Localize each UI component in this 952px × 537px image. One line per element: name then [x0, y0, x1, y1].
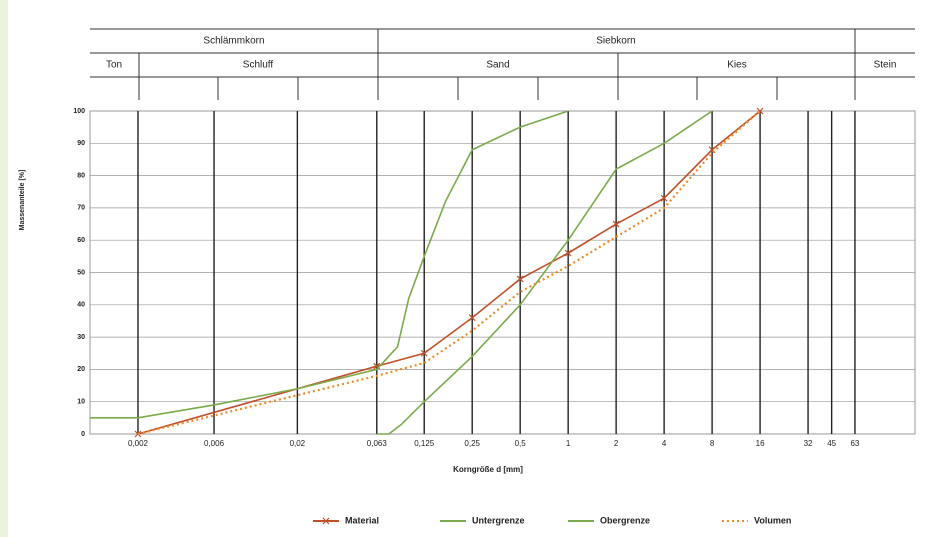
- point-marker: [564, 249, 572, 257]
- point-marker: [660, 194, 668, 202]
- point-marker: [516, 275, 524, 283]
- series-line: [137, 110, 761, 436]
- x-tick-label: 63: [850, 439, 859, 448]
- legend-label: Material: [345, 515, 379, 525]
- y-tick-label: 80: [77, 172, 85, 179]
- fraction-label: Siebkorn: [596, 36, 635, 47]
- x-tick-label: 0,5: [515, 439, 527, 448]
- y-tick-label: 10: [77, 399, 85, 406]
- x-tick-label: 2: [614, 439, 619, 448]
- legend-label: Obergrenze: [600, 515, 650, 525]
- fraction-label: Kies: [727, 60, 746, 71]
- point-marker: [612, 220, 620, 228]
- y-tick-label: 60: [77, 237, 85, 244]
- legend-label: Untergrenze: [472, 515, 525, 525]
- point-marker: [134, 430, 142, 438]
- x-tick-label: 0,25: [464, 439, 480, 448]
- x-tick-label: 0,02: [290, 439, 306, 448]
- x-tick-label: 1: [566, 439, 571, 448]
- y-tick-label: 90: [77, 140, 85, 147]
- series-line: [137, 110, 761, 435]
- x-tick-label: 0,002: [128, 439, 149, 448]
- y-tick-label: 70: [77, 205, 85, 212]
- fraction-header: Schlämmkorn Siebkorn Ton Schluff Sand Ki…: [90, 28, 915, 100]
- y-tick-label: 20: [77, 366, 85, 373]
- y-tick-label: 50: [77, 269, 85, 276]
- x-tick-label: 32: [804, 439, 813, 448]
- fraction-label: Schluff: [243, 60, 274, 71]
- y-tick-label: 30: [77, 334, 85, 341]
- y-tick-label: 40: [77, 302, 85, 309]
- panel: [8, 0, 952, 537]
- series-line: [376, 110, 713, 435]
- series-line: [90, 110, 569, 419]
- x-tick-label: 0,125: [414, 439, 435, 448]
- x-tick-label: 45: [827, 439, 836, 448]
- x-axis-label: Korngröße d [mm]: [453, 465, 523, 474]
- point-marker: [420, 349, 428, 357]
- fraction-label: Schlämmkorn: [203, 36, 264, 47]
- fraction-label: Sand: [486, 60, 509, 71]
- x-tick-label: 4: [662, 439, 667, 448]
- fraction-label: Stein: [874, 60, 897, 71]
- legend-marker: [322, 517, 330, 525]
- y-axis-label: Massenanteile [%]: [19, 170, 26, 231]
- x-tick-label: 16: [756, 439, 765, 448]
- legend-label: Volumen: [754, 515, 791, 525]
- fraction-label: Ton: [106, 60, 122, 71]
- point-marker: [468, 314, 476, 322]
- y-tick-label: 100: [73, 108, 85, 115]
- x-tick-label: 8: [710, 439, 715, 448]
- y-tick-label: 0: [81, 431, 85, 438]
- x-tick-label: 0,063: [367, 439, 388, 448]
- x-tick-label: 0,006: [204, 439, 225, 448]
